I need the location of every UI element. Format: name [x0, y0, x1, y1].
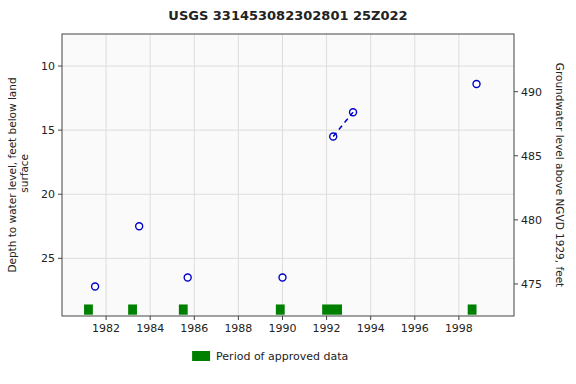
grid-line-x	[150, 34, 151, 316]
title: USGS 331453082302801 25Z022	[168, 8, 407, 23]
tick-label-y2: 485	[521, 150, 542, 163]
tick-x	[282, 316, 283, 320]
tick-y2	[514, 219, 518, 220]
tick-y	[58, 258, 62, 259]
grid-line-x	[326, 34, 327, 316]
grid-line-x	[238, 34, 239, 316]
data-point	[473, 80, 480, 87]
tick-label-x: 1982	[92, 322, 120, 335]
tick-x	[326, 316, 327, 320]
tick-y	[58, 194, 62, 195]
tick-x	[238, 316, 239, 320]
legend-swatch	[192, 351, 210, 361]
grid-line-y	[62, 258, 514, 259]
tick-x	[194, 316, 195, 320]
grid-line-x	[106, 34, 107, 316]
approved-period	[322, 304, 342, 314]
tick-x	[106, 316, 107, 320]
grid-line-x	[370, 34, 371, 316]
tick-y2	[514, 283, 518, 284]
grid-line-x	[414, 34, 415, 316]
tick-label-x: 1988	[224, 322, 252, 335]
approved-period	[468, 304, 477, 314]
tick-y2	[514, 155, 518, 156]
tick-label-y: 20	[41, 188, 55, 201]
chart: 1982 1984 1986 1988 1990 1992 1994 1996 1998 10 15…	[0, 0, 576, 384]
tick-label-x: 1998	[445, 322, 473, 335]
tick-label-y2: 475	[521, 278, 542, 291]
plot-marks	[84, 80, 480, 314]
data-point	[184, 274, 191, 281]
tick-x	[370, 316, 371, 320]
tick-label-x: 1984	[136, 322, 164, 335]
legend: Period of approved data	[192, 350, 348, 363]
plot-frame	[62, 34, 514, 316]
data-point	[92, 283, 99, 290]
tick-label-x: 1990	[268, 322, 296, 335]
tick-x	[414, 316, 415, 320]
grid-line-y	[62, 66, 514, 67]
tick-label-y: 25	[41, 252, 55, 265]
tick-label-y2: 480	[521, 214, 542, 227]
tick-y	[58, 66, 62, 67]
approved-period	[128, 304, 137, 314]
tick-label-x: 1992	[313, 322, 341, 335]
grid-line-x	[194, 34, 195, 316]
y-axis-label: Depth to water level, feet below land su…	[6, 77, 31, 272]
grid-line-y	[62, 130, 514, 131]
tick-y	[58, 130, 62, 131]
tick-label-x: 1986	[180, 322, 208, 335]
tick-label-x: 1994	[357, 322, 385, 335]
tick-label-y: 15	[41, 124, 55, 137]
approved-period	[276, 304, 285, 314]
tick-label-y: 10	[41, 60, 55, 73]
approved-period	[84, 304, 93, 314]
dashed-segment	[333, 112, 353, 136]
data-point	[136, 223, 143, 230]
grid-line-y	[62, 194, 514, 195]
tick-x	[458, 316, 459, 320]
grid-line-x	[458, 34, 459, 316]
legend-label: Period of approved data	[216, 350, 348, 363]
tick-label-x: 1996	[401, 322, 429, 335]
tick-y2	[514, 91, 518, 92]
y2-axis-label: Groundwater level above NGVD 1929, feet	[554, 63, 566, 287]
approved-period	[179, 304, 188, 314]
plot-area	[62, 34, 514, 316]
data-point	[279, 274, 286, 281]
tick-label-y2: 490	[521, 86, 542, 99]
tick-x	[150, 316, 151, 320]
grid	[62, 34, 514, 316]
